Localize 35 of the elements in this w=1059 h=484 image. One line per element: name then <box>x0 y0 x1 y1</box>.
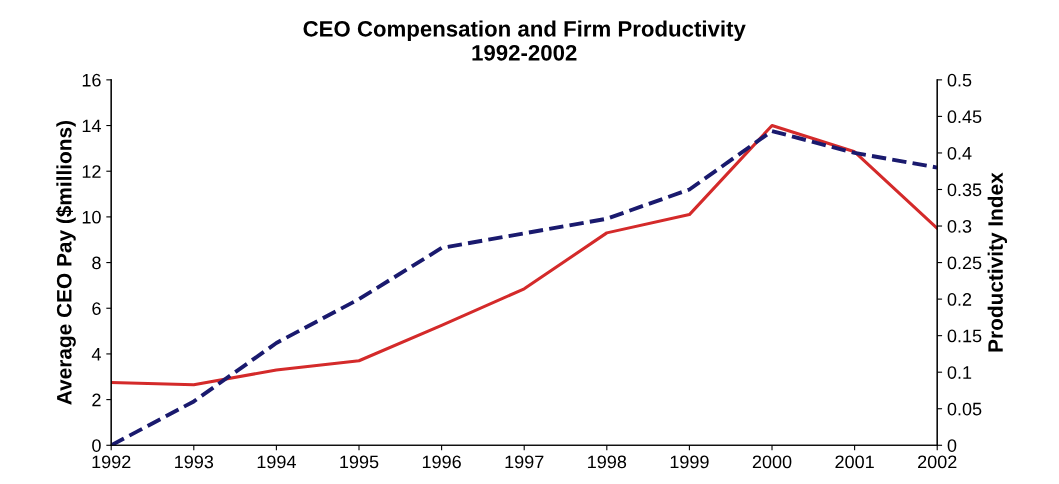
y-tick-label: 0 <box>92 439 101 452</box>
x-tick-label: 1993 <box>175 455 214 469</box>
y-tick-label: 10 <box>82 210 101 224</box>
x-tick-label: 2001 <box>835 455 874 469</box>
line-series <box>111 124 938 387</box>
y2-tick-label: 0.3 <box>947 219 972 233</box>
y2-tick-label: 0.25 <box>947 256 982 270</box>
x-tick-label: 1999 <box>670 455 709 469</box>
y2-axis-title: Productivity Index <box>987 172 1008 352</box>
y2-tick-label: 0.05 <box>947 402 982 416</box>
y2-tick-label: 0.1 <box>947 366 972 379</box>
x-tick-label: 1997 <box>505 455 544 469</box>
x-tick-label: 1994 <box>257 455 296 469</box>
x-tick-label: 1992 <box>92 455 131 469</box>
y2-tick-label: 0.2 <box>947 293 972 306</box>
x-tick-label: 2002 <box>918 455 957 469</box>
y2-tick-label: 0.15 <box>947 329 982 343</box>
x-tick-label: 1996 <box>422 455 461 469</box>
chart-title: CEO Compensation and Firm Productivity 1992-2002 <box>303 20 746 61</box>
y2-tick-label: 0.4 <box>947 146 972 160</box>
y2-tick-label: 0 <box>947 439 957 452</box>
y-tick-label: 8 <box>92 256 101 270</box>
y-tick-label: 6 <box>92 302 101 315</box>
y2-tick-label: 0.45 <box>947 110 982 124</box>
y-tick-label: 14 <box>82 119 101 133</box>
y-tick-label: 4 <box>91 348 101 361</box>
y2-tick-label: 0.35 <box>947 183 982 197</box>
y-axis-title: Average CEO Pay ($millions) <box>55 121 76 405</box>
y-tick-label: 12 <box>82 165 101 178</box>
x-tick-label: 1998 <box>588 455 627 469</box>
y2-tick-label: 0.5 <box>947 73 972 87</box>
y-tick-label: 2 <box>92 393 101 407</box>
x-tick-label: 2000 <box>752 455 792 469</box>
y-tick-label: 16 <box>82 73 101 87</box>
x-tick-label: 1995 <box>340 455 379 469</box>
